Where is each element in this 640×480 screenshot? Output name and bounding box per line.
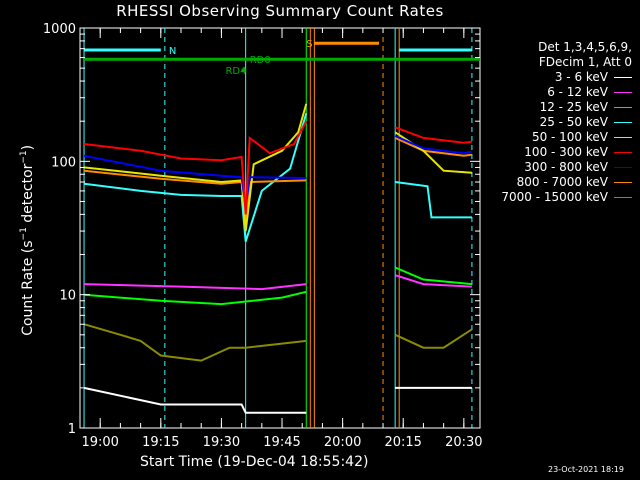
legend-swatch <box>614 107 632 108</box>
legend-label: 7000 - 15000 keV <box>501 190 608 204</box>
marker-label: RD0 <box>250 55 271 66</box>
plot-frame <box>79 27 481 429</box>
series-line <box>83 323 307 362</box>
series-line <box>83 283 307 291</box>
marker-label: N <box>169 46 176 57</box>
x-tick-label: 19:15 <box>142 435 179 450</box>
x-tick-label: 19:30 <box>203 435 240 450</box>
status-markers: N S RD0 RD4 <box>84 39 480 77</box>
y-tick-label: 100 <box>51 155 76 170</box>
series-line <box>394 135 473 155</box>
series-line <box>394 274 472 288</box>
y-axis: 1 10 100 1000 <box>43 22 480 437</box>
legend-item: 3 - 6 keV <box>501 70 632 85</box>
data-series <box>83 103 473 414</box>
legend-swatch <box>614 152 632 153</box>
series-line <box>394 328 473 349</box>
legend-swatch <box>614 77 632 78</box>
legend-swatch <box>614 137 632 138</box>
series-line <box>394 126 473 144</box>
y-tick-label: 10 <box>59 289 76 304</box>
legend: Det 1,3,4,5,6,9, FDecim 1, Att 0 3 - 6 k… <box>501 40 632 205</box>
marker-label: S <box>306 39 312 50</box>
x-axis: 19:00 19:15 19:30 19:45 20:00 20:15 20:30 <box>79 28 483 450</box>
legend-label: 50 - 100 keV <box>531 130 608 144</box>
series-line <box>83 290 307 306</box>
legend-item: 12 - 25 keV <box>501 100 632 115</box>
legend-label: 3 - 6 keV <box>554 70 608 84</box>
legend-swatch <box>614 167 632 168</box>
x-axis-label: Start Time (19-Dec-04 18:55:42) <box>140 454 369 470</box>
legend-item: 300 - 800 keV <box>501 160 632 175</box>
y-axis-label: Count Rate (s−1 detector−1) <box>19 144 36 336</box>
legend-label: 800 - 7000 keV <box>516 175 608 189</box>
series-line <box>83 103 308 232</box>
x-tick-label: 20:00 <box>324 435 361 450</box>
legend-header-line: FDecim 1, Att 0 <box>538 55 632 69</box>
legend-item: 100 - 300 keV <box>501 145 632 160</box>
legend-swatch <box>614 92 632 93</box>
x-tick-label: 20:15 <box>384 435 421 450</box>
legend-label: 6 - 12 keV <box>547 85 608 99</box>
legend-item: 6 - 12 keV <box>501 85 632 100</box>
x-tick-label: 19:00 <box>81 435 118 450</box>
series-line <box>394 266 472 286</box>
x-tick-label: 20:30 <box>445 435 482 450</box>
legend-swatch <box>614 122 632 123</box>
series-line <box>394 136 473 157</box>
legend-item: 7000 - 15000 keV <box>501 190 632 205</box>
legend-item: 50 - 100 keV <box>501 130 632 145</box>
legend-item: 25 - 50 keV <box>501 115 632 130</box>
legend-swatch <box>614 182 632 183</box>
series-line <box>83 154 307 208</box>
marker-label: RD4 <box>225 66 246 77</box>
event-lines <box>83 28 473 428</box>
y-tick-label: 1000 <box>43 22 76 37</box>
legend-item: 800 - 7000 keV <box>501 175 632 190</box>
series-line <box>83 112 308 242</box>
legend-label: 12 - 25 keV <box>539 100 608 114</box>
y-tick-label: 1 <box>68 422 76 437</box>
chart-title: RHESSI Observing Summary Count Rates <box>116 2 444 20</box>
series-line <box>395 181 472 219</box>
series-line <box>83 120 308 215</box>
generated-timestamp: 23-Oct-2021 18:19 <box>548 465 624 474</box>
legend-label: 25 - 50 keV <box>539 115 608 129</box>
legend-label: 300 - 800 keV <box>524 160 608 174</box>
x-tick-label: 19:45 <box>263 435 300 450</box>
legend-swatch <box>614 197 632 198</box>
legend-header-line: Det 1,3,4,5,6,9, <box>538 40 632 54</box>
legend-label: 100 - 300 keV <box>524 145 608 159</box>
series-line <box>83 386 307 414</box>
